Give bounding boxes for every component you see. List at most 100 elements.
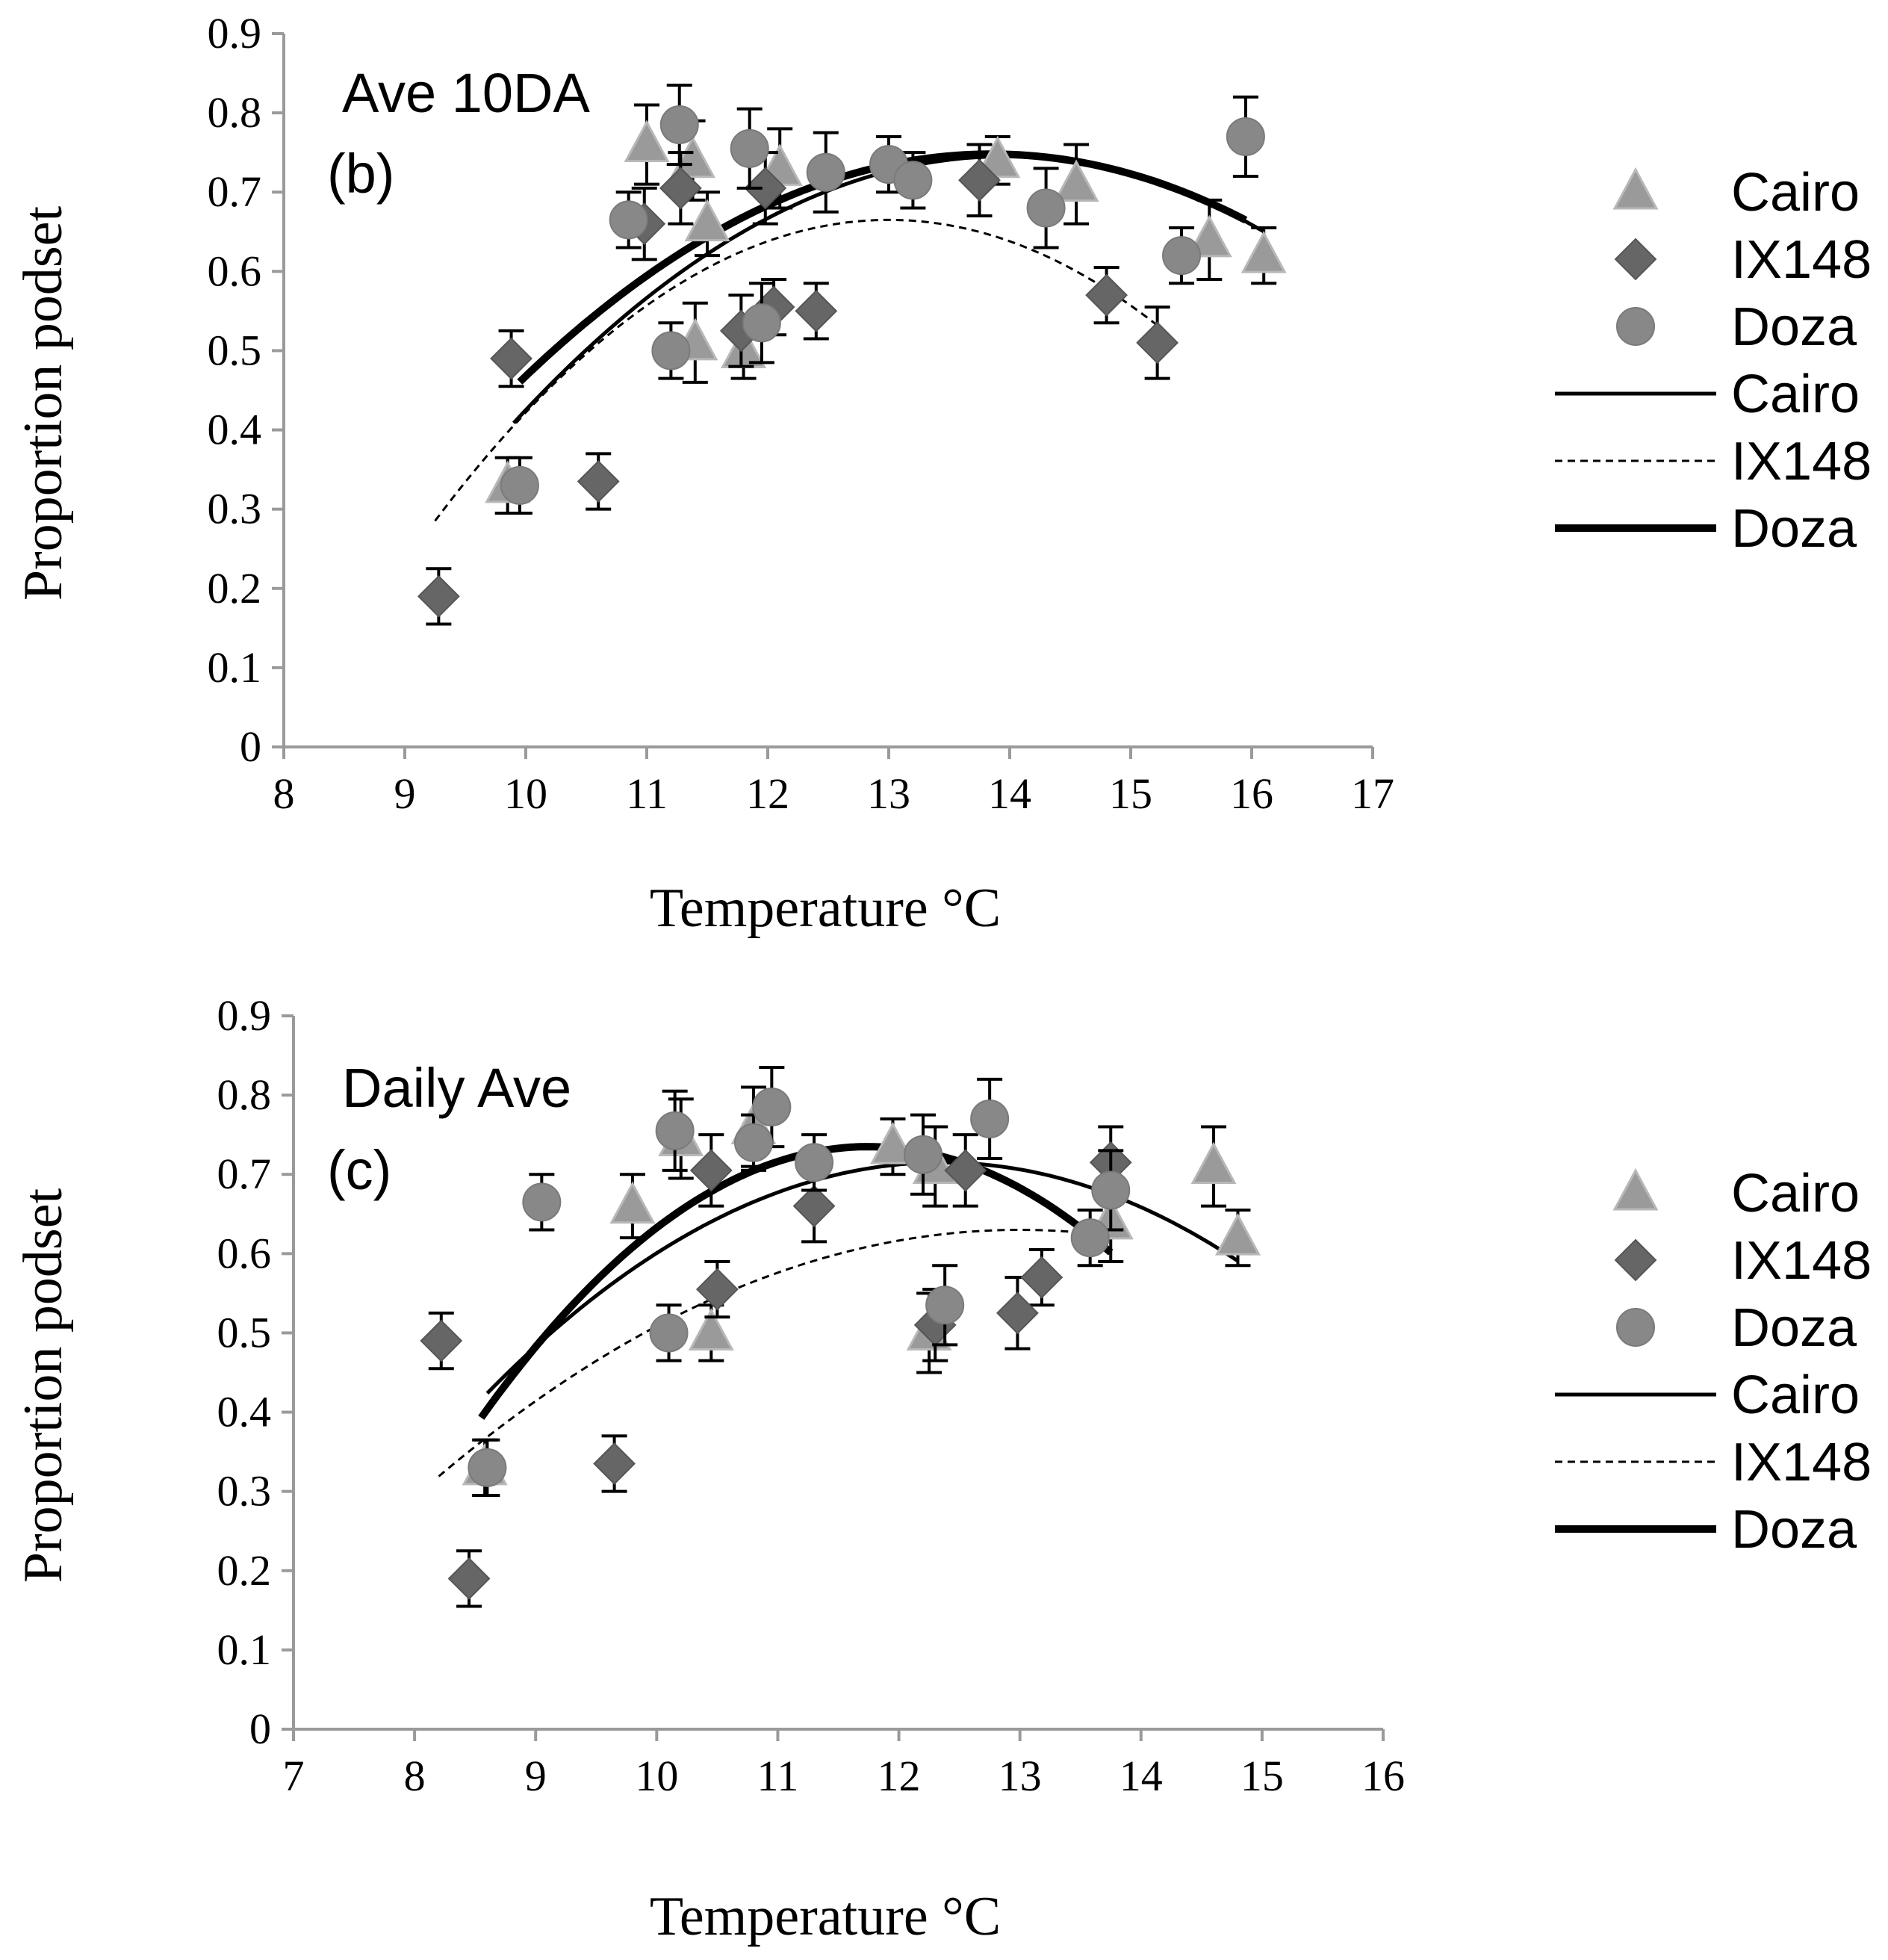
panel-b-y-tick-label: 0 bbox=[240, 722, 261, 771]
panel-b-point-ix148 bbox=[417, 574, 460, 618]
panel-c-point-ix148 bbox=[1020, 1256, 1063, 1299]
panel-c-ylabel: Proportion podset bbox=[13, 1188, 74, 1583]
panel-b-x-tick-label: 13 bbox=[867, 769, 910, 818]
legend-label: Cairo bbox=[1731, 1164, 1860, 1224]
panel-c-point-cairo bbox=[1190, 1141, 1237, 1185]
panel-c-point-ix148 bbox=[420, 1319, 463, 1362]
legend-marker-diamond bbox=[1614, 238, 1657, 281]
panel-c-point-cairo bbox=[609, 1181, 656, 1224]
panel-b-point-doza bbox=[609, 200, 648, 240]
panel-c-x-tick-label: 7 bbox=[283, 1752, 305, 1800]
panel-c-point-ix148 bbox=[944, 1149, 987, 1192]
panel-b-x-tick-label: 16 bbox=[1230, 769, 1273, 818]
panel-c-x-tick-label: 13 bbox=[999, 1752, 1042, 1800]
legend-marker-circle bbox=[1616, 1308, 1655, 1347]
panel-c-y-tick-label: 0.9 bbox=[217, 991, 272, 1040]
panel-c-tag: (c) bbox=[327, 1139, 391, 1201]
panel-b-point-cairo bbox=[670, 135, 716, 179]
panel-c-x-tick-label: 11 bbox=[757, 1752, 799, 1800]
panel-c-point-doza bbox=[468, 1448, 507, 1487]
panel-b-point-cairo bbox=[684, 199, 730, 242]
panel-b-ylabel: Proportion podset bbox=[13, 205, 74, 601]
panel-b-tag: (b) bbox=[327, 143, 394, 205]
panel-c-point-doza bbox=[734, 1123, 774, 1162]
panel-b-point-cairo bbox=[624, 120, 670, 163]
panel-c-point-cairo bbox=[869, 1121, 916, 1164]
panel-c-y-tick-label: 0.7 bbox=[217, 1150, 272, 1198]
panel-b-y-tick-label: 0.2 bbox=[208, 564, 262, 612]
panel-c-y-tick-label: 0.8 bbox=[217, 1070, 272, 1119]
panel-c-x-tick-label: 16 bbox=[1361, 1752, 1405, 1800]
panel-b-x-tick-label: 10 bbox=[504, 769, 547, 818]
panel-c-point-doza bbox=[1091, 1170, 1131, 1210]
legend-label: Doza bbox=[1731, 499, 1857, 559]
panel-b: 0 0.1 0.2 0.3 0.4 0.5 0.6 0.7 0.8 0.9 8 9 10 11 12 13 14… bbox=[13, 9, 1394, 939]
panel-c-y-tick-label: 0.6 bbox=[217, 1229, 272, 1277]
panel-c-point-cairo bbox=[688, 1308, 734, 1350]
panel-c-point-doza bbox=[655, 1111, 695, 1150]
panel-b-point-cairo bbox=[1053, 159, 1099, 202]
legend-label: IX148 bbox=[1731, 1231, 1872, 1291]
legend-label: IX148 bbox=[1731, 432, 1872, 491]
panel-b-point-doza bbox=[742, 303, 781, 343]
legend-label: Cairo bbox=[1731, 365, 1860, 424]
panel-b-x-tick-label: 14 bbox=[988, 769, 1031, 818]
panel-b-x-tick-label: 12 bbox=[746, 769, 789, 818]
panel-c-point-doza bbox=[522, 1182, 562, 1222]
panel-c-y-tick-label: 0.2 bbox=[217, 1546, 272, 1595]
panel-b-x-tick-label: 9 bbox=[394, 769, 416, 818]
panel-b-point-ix148 bbox=[958, 158, 1001, 202]
panel-b-y-tick-label: 0.5 bbox=[208, 326, 262, 374]
legend-label: Doza bbox=[1731, 1500, 1857, 1560]
panel-b-x-tick-label: 17 bbox=[1351, 769, 1394, 818]
panel-b-point-ix148 bbox=[1085, 273, 1128, 317]
panel-b-point-doza bbox=[1026, 188, 1066, 228]
panel-b-point-doza bbox=[730, 128, 769, 168]
legend-label: Doza bbox=[1731, 297, 1857, 357]
legend-panel-b: Cairo IX148 Doza Cairo IX148 Doza bbox=[1555, 163, 1872, 559]
panel-b-point-doza bbox=[1162, 236, 1202, 276]
panel-c-point-doza bbox=[970, 1099, 1010, 1138]
panel-b-x-tick-label: 15 bbox=[1109, 769, 1152, 818]
legend-label: Cairo bbox=[1731, 163, 1860, 223]
panel-b-point-ix148 bbox=[659, 167, 702, 210]
panel-b-y-tick-label: 0.6 bbox=[208, 246, 262, 295]
legend-marker-triangle bbox=[1612, 1167, 1659, 1211]
panel-b-y-tick-label: 0.8 bbox=[208, 88, 262, 137]
panel-c-point-doza bbox=[649, 1313, 689, 1353]
panel-b-title: Ave 10DA bbox=[342, 62, 590, 124]
panel-c-fit-ix148 bbox=[438, 1228, 1093, 1477]
panel-c-xlabel: Temperature °C bbox=[650, 1886, 1001, 1947]
panel-b-y-tick-label: 0.7 bbox=[208, 167, 262, 216]
panel-b-x-tick-label: 11 bbox=[626, 769, 668, 818]
panel-c-point-cairo bbox=[1214, 1212, 1261, 1256]
legend-label: Doza bbox=[1731, 1298, 1857, 1358]
panel-b-y-tick-label: 0.9 bbox=[208, 9, 262, 58]
panel-c-x-tick-label: 8 bbox=[404, 1752, 426, 1800]
panel-b-point-doza bbox=[893, 161, 933, 200]
legend-marker-triangle bbox=[1612, 167, 1659, 210]
panel-b-fit-ix148 bbox=[434, 218, 1168, 522]
panel-b-xlabel: Temperature °C bbox=[650, 878, 1001, 939]
panel-c-x-tick-label: 15 bbox=[1240, 1752, 1284, 1800]
panel-c-x-tick-label: 14 bbox=[1120, 1752, 1163, 1800]
panel-c: 0 0.1 0.2 0.3 0.4 0.5 0.6 0.7 0.8 0.9 7 8 9 10 11 12 13 1… bbox=[13, 991, 1405, 1947]
panel-b-y-tick-label: 0.1 bbox=[208, 643, 262, 692]
legend-label: IX148 bbox=[1731, 230, 1872, 290]
panel-c-point-ix148 bbox=[447, 1557, 491, 1600]
panel-b-point-doza bbox=[806, 152, 845, 192]
panel-c-point-doza bbox=[925, 1286, 965, 1325]
panel-c-point-doza bbox=[903, 1135, 943, 1174]
panel-c-title: Daily Ave bbox=[342, 1057, 571, 1119]
panel-b-point-ix148 bbox=[1136, 321, 1179, 365]
panel-b-point-cairo bbox=[1240, 230, 1287, 273]
panel-b-point-doza bbox=[659, 105, 699, 145]
legend-marker-circle bbox=[1616, 307, 1655, 346]
panel-c-marks: 0 0.1 0.2 0.3 0.4 0.5 0.6 0.7 0.8 0.9 7 8 9 10 11 12 13 1… bbox=[217, 991, 1406, 1800]
legend-label: Cairo bbox=[1731, 1365, 1860, 1425]
legend-marker-diamond bbox=[1614, 1238, 1657, 1282]
panel-b-point-cairo bbox=[1186, 214, 1232, 258]
panel-b-point-ix148 bbox=[795, 289, 838, 332]
panel-c-y-tick-label: 0.4 bbox=[217, 1388, 272, 1436]
